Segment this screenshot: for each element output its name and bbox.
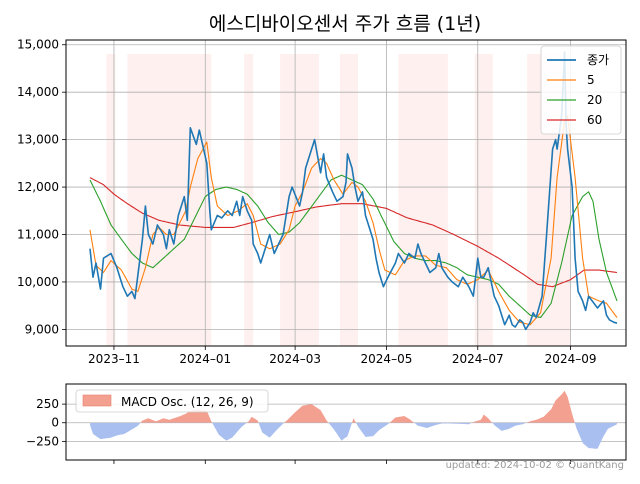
series-line-ma60: [89, 177, 618, 288]
macd-panel: 250 0 −250 MACD Osc. (12, 26, 9): [26, 383, 627, 464]
shaded-period: [398, 54, 448, 346]
legend-label-close: 종가: [587, 53, 609, 67]
x-tick-label: 2024–09: [545, 352, 597, 366]
shaded-period: [340, 54, 358, 346]
price-axes-frame: [65, 39, 627, 347]
macd-area: [90, 390, 617, 449]
shaded-period: [244, 54, 254, 346]
macd-legend-label: MACD Osc. (12, 26, 9): [121, 395, 254, 409]
price-lines: [89, 51, 618, 331]
price-legend: 종가 5 20 60: [540, 45, 622, 135]
macd-y-ticks: 250 0 −250: [26, 397, 66, 448]
x-tick-label: 2024–05: [361, 352, 413, 366]
shaded-period: [106, 54, 116, 346]
y-tick-label: 9,000: [25, 322, 59, 336]
y-tick-label: 14,000: [17, 85, 59, 99]
macd-y-tick-label: 0: [51, 416, 59, 430]
x-tick-label: 2024–01: [179, 352, 231, 366]
shaded-period: [474, 54, 493, 346]
y-tick-label: 13,000: [17, 133, 59, 147]
macd-y-tick-label: −250: [26, 434, 59, 448]
macd-legend-swatch: [82, 394, 112, 407]
macd-axes-frame: [65, 383, 627, 461]
y-tick-label: 11,000: [17, 228, 59, 242]
macd-positive-area: [90, 390, 617, 423]
price-panel: 9,000 10,000 11,000 12,000 13,000 14,000 15,00…: [17, 38, 627, 366]
shaded-period: [280, 54, 320, 346]
x-tick-label: 2024–03: [269, 352, 321, 366]
price-x-ticks: 2023–11 2024–01 2024–03 2024–05 2024–07 2024–…: [88, 346, 596, 366]
x-tick-label: 2024–07: [452, 352, 504, 366]
macd-legend: MACD Osc. (12, 26, 9): [75, 389, 269, 413]
y-tick-label: 10,000: [17, 275, 59, 289]
price-grid: [66, 40, 626, 346]
footer-credit: updated: 2024-10-02 © QuantKang: [446, 460, 624, 471]
macd-legend-box: [75, 389, 269, 413]
y-tick-label: 12,000: [17, 180, 59, 194]
x-tick-label: 2023–11: [88, 352, 140, 366]
y-tick-label: 15,000: [17, 38, 59, 52]
series-line-close: [89, 51, 618, 331]
price-y-ticks: 9,000 10,000 11,000 12,000 13,000 14,000 15,00…: [17, 38, 66, 336]
legend-label-ma20: 20: [587, 93, 602, 107]
legend-label-ma60: 60: [587, 113, 602, 127]
macd-x-ticks: [113, 460, 571, 464]
macd-negative-area: [90, 422, 617, 449]
shaded-period: [127, 54, 212, 346]
chart-title: 에스디바이오센서 주가 흐름 (1년): [209, 13, 481, 35]
legend-label-ma5: 5: [587, 73, 595, 87]
legend-box: [540, 45, 622, 135]
macd-y-tick-label: 250: [36, 397, 59, 411]
